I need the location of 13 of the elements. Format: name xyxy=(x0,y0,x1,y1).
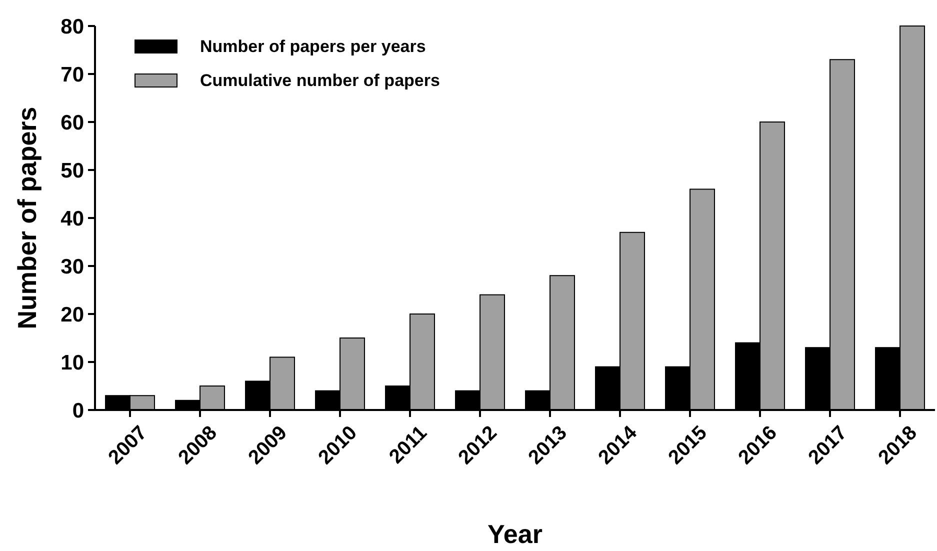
x-axis-title: Year xyxy=(488,519,542,549)
y-tick-label: 30 xyxy=(60,255,84,278)
y-tick-label: 20 xyxy=(60,303,84,326)
y-tick-label: 10 xyxy=(60,351,84,374)
y-tick-label: 0 xyxy=(72,399,84,422)
y-tick-label: 70 xyxy=(60,63,84,86)
legend-label: Number of papers per years xyxy=(200,36,426,56)
y-tick-label: 40 xyxy=(60,207,84,230)
y-tick-label: 60 xyxy=(60,111,84,134)
y-tick-label: 50 xyxy=(60,159,84,182)
y-tick-label: 80 xyxy=(60,15,84,38)
legend-label: Cumulative number of papers xyxy=(200,70,440,90)
y-axis-title: Number of papers xyxy=(12,106,42,330)
